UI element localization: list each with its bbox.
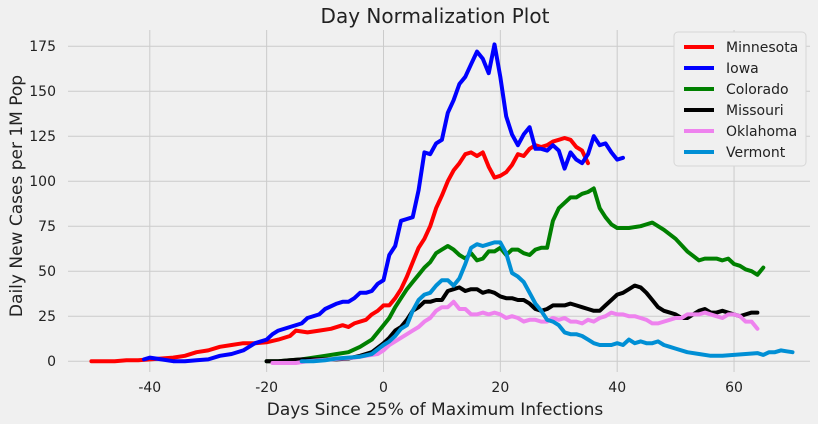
y-axis-label: Daily New Cases per 1M Pop [7, 75, 27, 317]
y-tick-label: 125 [29, 129, 56, 145]
legend: Minnesota Iowa Colorado Missouri Oklahoma Ver… [673, 31, 807, 167]
series-line-colorado [264, 186, 766, 364]
series-line-iowa [142, 42, 625, 364]
legend-label-minnesota: Minnesota [726, 40, 798, 56]
series-line-minnesota [89, 136, 590, 364]
x-tick-label: -20 [255, 380, 278, 396]
legend-label-oklahoma: Oklahoma [726, 124, 797, 140]
series-line-vermont [299, 240, 795, 364]
legend-label-colorado: Colorado [726, 82, 789, 98]
y-tick-label: 50 [38, 264, 56, 280]
x-tick-label: 60 [725, 380, 743, 396]
y-tick-label: 150 [29, 84, 56, 100]
chart-title: Day Normalization Plot [321, 4, 550, 28]
y-tick-label: 75 [38, 219, 56, 235]
legend-label-vermont: Vermont [726, 145, 786, 161]
legend-label-iowa: Iowa [726, 61, 759, 77]
legend-items: Minnesota Iowa Colorado Missouri Oklahoma Ver… [684, 40, 798, 161]
y-tick-label: 175 [29, 39, 56, 55]
x-tick-label: -40 [138, 380, 161, 396]
x-axis-label: Days Since 25% of Maximum Infections [267, 400, 604, 420]
y-tick-label: 0 [47, 354, 56, 370]
legend-label-missouri: Missouri [726, 103, 784, 119]
tick-labels: -40 -20 0 20 40 60 0 25 50 75 100 125 150 175 [29, 39, 743, 396]
y-tick-label: 25 [38, 309, 56, 325]
x-tick-label: 20 [491, 380, 509, 396]
x-tick-label: 40 [608, 380, 626, 396]
x-tick-label: 0 [379, 380, 388, 396]
y-tick-label: 100 [29, 174, 56, 190]
series-line-oklahoma [270, 299, 760, 365]
series-lines [89, 42, 795, 365]
